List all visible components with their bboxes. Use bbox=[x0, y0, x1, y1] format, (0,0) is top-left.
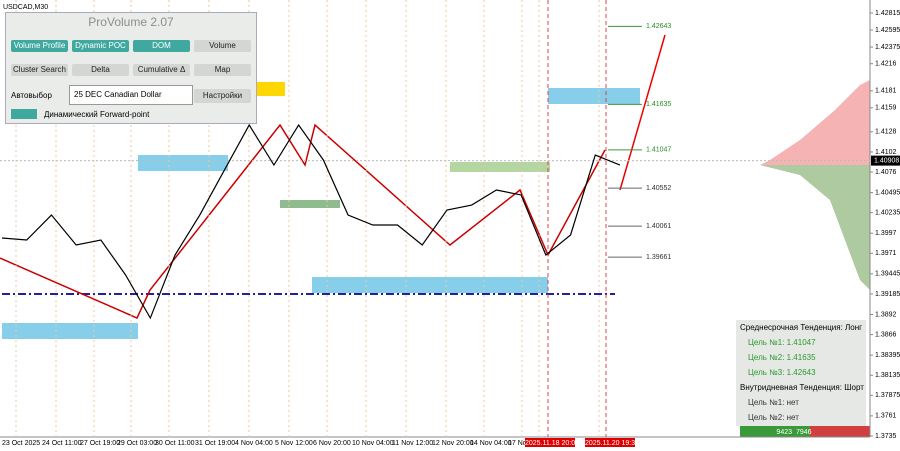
time-label: 10 Nov 04:00 bbox=[352, 440, 394, 447]
level-label: 1.40061 bbox=[646, 223, 671, 230]
price-label: 1.3735 bbox=[875, 433, 897, 440]
panel-title: ProVolume 2.07 bbox=[88, 15, 174, 29]
price-label: 1.3971 bbox=[875, 250, 897, 257]
time-label: 11 Nov 12:00 bbox=[392, 440, 433, 447]
volume-bar bbox=[740, 426, 870, 437]
zone bbox=[548, 88, 640, 104]
time-box bbox=[525, 438, 575, 447]
price-label: 1.42595 bbox=[875, 27, 900, 34]
target: Цель №3: 1.42643 bbox=[748, 368, 816, 377]
buy-volume: 9423 bbox=[776, 429, 792, 436]
target: Цель №1: нет bbox=[748, 398, 799, 407]
time-label: 31 Oct 19:00 bbox=[195, 440, 235, 447]
forward-point: Динамический Forward-point bbox=[44, 110, 150, 119]
zone bbox=[255, 82, 285, 96]
zone bbox=[312, 277, 548, 293]
price-label: 1.42375 bbox=[875, 44, 900, 51]
time-label: 23 Oct 2025 bbox=[2, 440, 40, 447]
zone bbox=[450, 162, 550, 172]
price-label: 1.3997 bbox=[875, 230, 897, 237]
button[interactable]: Map bbox=[194, 64, 251, 76]
price-label: 1.39445 bbox=[875, 271, 900, 278]
price-label: 1.3761 bbox=[875, 413, 897, 420]
forecast-line bbox=[619, 34, 666, 191]
provolume-panel: ProVolume 2.07 Volume Profile Dynamic PO… bbox=[5, 12, 257, 124]
zone bbox=[280, 200, 340, 208]
level-label: 1.41635 bbox=[646, 101, 671, 108]
trend: Внутридневная Тенденция: Шорт bbox=[740, 383, 864, 392]
price-label: 1.38395 bbox=[875, 352, 900, 359]
button[interactable]: Volume bbox=[194, 40, 251, 52]
time-label: 30 Oct 11:00 bbox=[155, 440, 195, 447]
auto-select[interactable]: Автовыбор bbox=[11, 91, 52, 100]
price-label: 1.4181 bbox=[875, 88, 897, 95]
level-label: 1.40552 bbox=[646, 185, 671, 192]
price-label: 1.40495 bbox=[875, 189, 900, 196]
button[interactable]: Delta bbox=[72, 64, 129, 76]
time-label: 2025.11.20 19:30 bbox=[585, 440, 639, 447]
price-label: 1.3892 bbox=[875, 311, 897, 318]
target: Цель №2: 1.41635 bbox=[748, 353, 816, 362]
time-label: 2025.11.18 20:00 bbox=[525, 440, 579, 447]
level-label: 1.42643 bbox=[646, 23, 671, 30]
time-label: 17 No bbox=[508, 440, 527, 447]
trend: Среднесрочная Тенденция: Лонг bbox=[740, 323, 863, 332]
time-label: 5 Nov 12:00 bbox=[275, 440, 313, 447]
volume-bar bbox=[810, 426, 870, 437]
price-path bbox=[1, 123, 621, 320]
price-label: 1.4159 bbox=[875, 105, 897, 112]
price-label: 1.3866 bbox=[875, 331, 897, 338]
price-label: 1.42815 bbox=[875, 10, 900, 17]
price-label: 1.39185 bbox=[875, 291, 900, 298]
zone bbox=[2, 323, 138, 339]
price-label: 1.40235 bbox=[875, 210, 900, 217]
time-label: 4 Nov 04:00 bbox=[235, 440, 273, 447]
price-label: 1.4128 bbox=[875, 129, 897, 136]
level-label: 1.39661 bbox=[646, 254, 671, 261]
time-label: 27 Oct 19:00 bbox=[80, 440, 120, 447]
button[interactable]: Dynamic POC bbox=[72, 40, 129, 52]
target: Цель №1: 1.41047 bbox=[748, 338, 816, 347]
button[interactable]: Volume Profile bbox=[11, 40, 68, 52]
price-label: 1.4102 bbox=[875, 149, 897, 156]
target: Цель №2: нет bbox=[748, 413, 799, 422]
zone bbox=[138, 155, 228, 171]
price-label: 1.37875 bbox=[875, 392, 900, 399]
button[interactable]: Cluster Search bbox=[11, 64, 68, 76]
symbol: USDCAD,M30 bbox=[3, 4, 48, 11]
current-price-box bbox=[871, 155, 900, 166]
level-label: 1.41047 bbox=[646, 147, 671, 154]
current-price: 1.40908 bbox=[874, 157, 899, 164]
price-label: 1.4216 bbox=[875, 61, 897, 68]
time-label: 14 Nov 04:00 bbox=[470, 440, 512, 447]
sell-volume: 7946 bbox=[796, 429, 812, 436]
volume-profile bbox=[760, 165, 870, 290]
button[interactable]: Настройки bbox=[194, 89, 251, 103]
time-label: 29 Oct 03:00 bbox=[117, 440, 157, 447]
button[interactable]: DOM bbox=[133, 40, 190, 52]
time-label: 12 Nov 20:00 bbox=[432, 440, 474, 447]
price-label: 1.38135 bbox=[875, 372, 900, 379]
info-box: Среднесрочная Тенденция: Лонг Цель №1: 1… bbox=[736, 320, 866, 426]
time-label: 6 Nov 20:00 bbox=[313, 440, 351, 447]
toggle[interactable] bbox=[11, 109, 37, 119]
price-label: 1.4076 bbox=[875, 169, 897, 176]
button[interactable]: Cumulative Δ bbox=[133, 64, 190, 76]
zigzag bbox=[0, 123, 606, 319]
time-label: 24 Oct 11:00 bbox=[42, 440, 82, 447]
instrument-select[interactable]: 25 DEC Canadian Dollar bbox=[69, 85, 193, 105]
time-box bbox=[585, 438, 635, 447]
